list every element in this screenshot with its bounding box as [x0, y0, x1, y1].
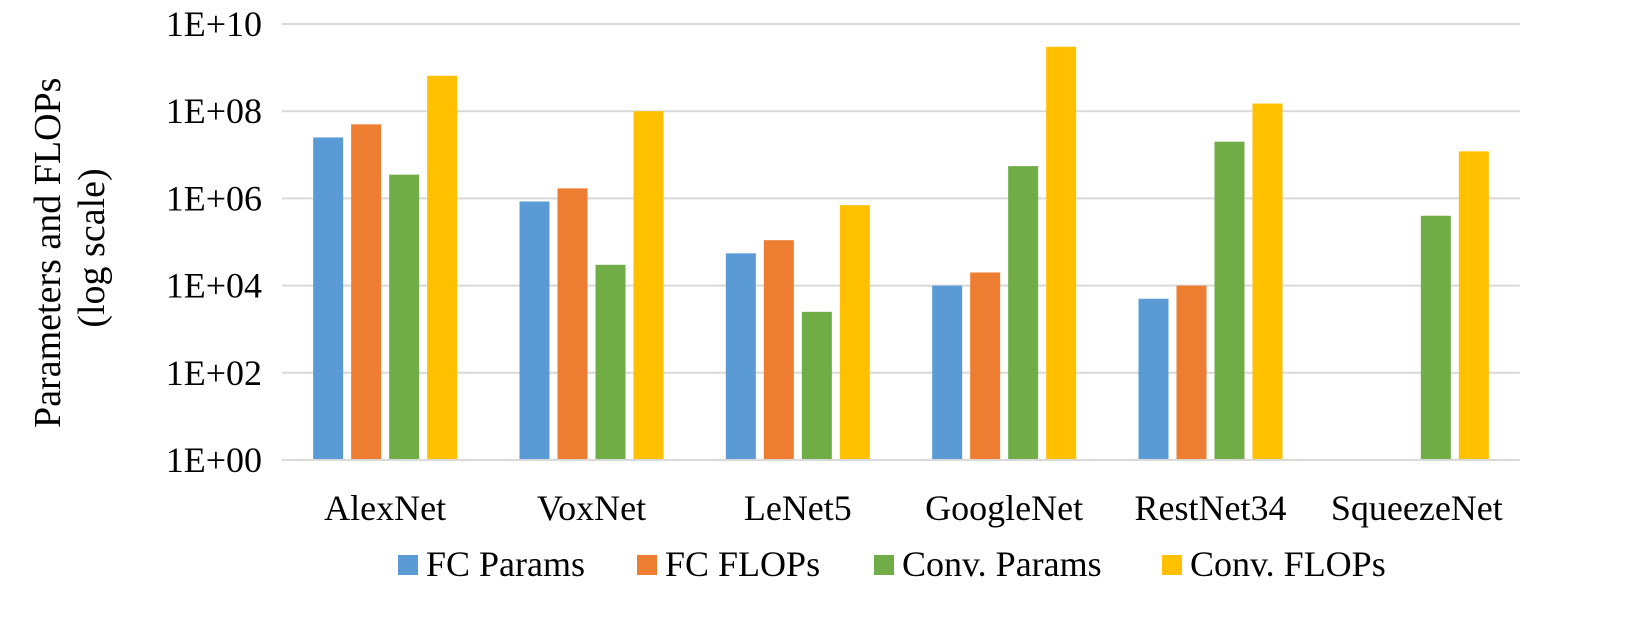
- x-category-label: RestNet34: [1135, 488, 1287, 528]
- legend-swatch-fc-flops: [637, 555, 657, 575]
- bar-lenet5-fc-flops: [763, 240, 794, 460]
- bar-restnet34-conv-flops: [1252, 103, 1283, 460]
- bar-restnet34-conv-params: [1214, 141, 1245, 460]
- legend-swatch-conv-flops: [1162, 555, 1182, 575]
- bar-restnet34-fc-flops: [1176, 285, 1207, 460]
- bar-googlenet-conv-params: [1008, 166, 1039, 461]
- y-axis-title-line-1: Parameters and FLOPs: [27, 78, 69, 428]
- y-tick-label: 1E+04: [166, 266, 262, 306]
- bar-googlenet-fc-flops: [970, 272, 1001, 460]
- x-category-label: GoogleNet: [925, 488, 1083, 528]
- bar-alexnet-conv-params: [389, 174, 420, 460]
- x-category-label: LeNet5: [744, 488, 852, 528]
- bar-voxnet-fc-flops: [557, 188, 588, 461]
- y-tick-label: 1E+06: [166, 178, 262, 218]
- bar-restnet34-fc-params: [1138, 298, 1169, 460]
- bar-squeezenet-conv-flops: [1458, 151, 1489, 460]
- bar-alexnet-conv-flops: [427, 75, 458, 460]
- bar-alexnet-fc-params: [313, 137, 344, 460]
- legend: FC Params FC FLOPs Conv. Params Conv. FLOPs: [398, 544, 1386, 584]
- bar-lenet5-conv-params: [801, 311, 832, 460]
- bar-squeezenet-conv-params: [1420, 215, 1451, 460]
- legend-label-conv-params: Conv. Params: [902, 544, 1102, 584]
- bar-googlenet-conv-flops: [1046, 46, 1077, 460]
- gridlines: [282, 23, 1520, 374]
- legend-label-fc-flops: FC FLOPs: [665, 544, 820, 584]
- x-category-label: VoxNet: [537, 488, 646, 528]
- legend-label-fc-params: FC Params: [426, 544, 585, 584]
- bar-voxnet-fc-params: [519, 201, 550, 460]
- bars: [313, 46, 1489, 461]
- y-axis-title-line-2: (log scale): [71, 168, 113, 327]
- bar-voxnet-conv-params: [595, 264, 626, 460]
- legend-swatch-conv-params: [874, 555, 894, 575]
- x-category-label: SqueezeNet: [1331, 488, 1503, 528]
- bar-lenet5-fc-params: [725, 253, 756, 460]
- y-tick-label: 1E+08: [166, 91, 262, 131]
- bar-googlenet-fc-params: [932, 285, 963, 460]
- y-tick-labels: 1E+00 1E+02 1E+04 1E+06 1E+08 1E+10: [166, 4, 262, 480]
- y-axis-title: Parameters and FLOPs (log scale): [27, 68, 113, 428]
- y-tick-label: 1E+10: [166, 4, 262, 44]
- bar-lenet5-conv-flops: [839, 205, 870, 460]
- bar-voxnet-conv-flops: [633, 111, 664, 460]
- y-tick-label: 1E+02: [166, 353, 262, 393]
- x-category-label: AlexNet: [324, 488, 446, 528]
- legend-label-conv-flops: Conv. FLOPs: [1190, 544, 1386, 584]
- y-tick-label: 1E+00: [166, 440, 262, 480]
- x-category-labels: AlexNet VoxNet LeNet5 GoogleNet RestNet34 Squ…: [324, 488, 1503, 528]
- bar-alexnet-fc-flops: [351, 124, 382, 461]
- legend-swatch-fc-params: [398, 555, 418, 575]
